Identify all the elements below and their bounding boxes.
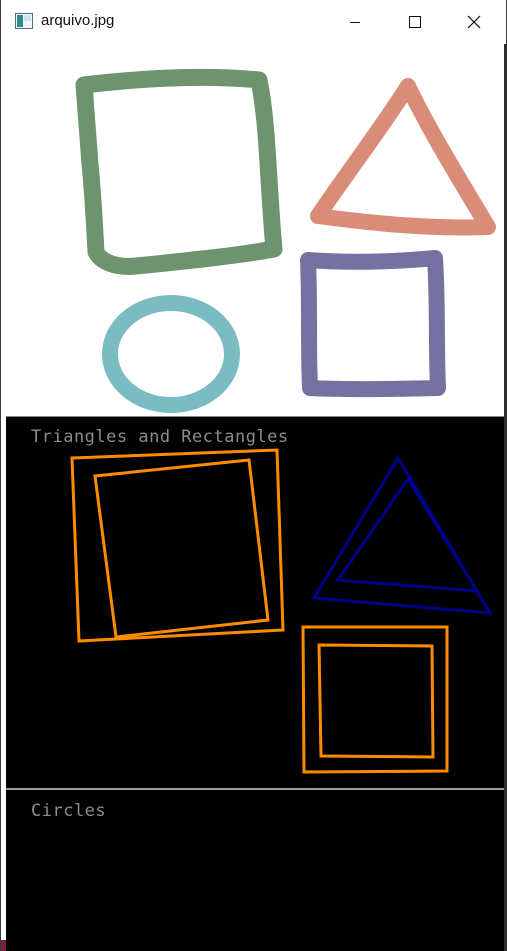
triangles-rectangles-panel: Triangles and Rectangles — [6, 416, 504, 790]
purple-square-shape — [300, 250, 446, 398]
teal-circle-shape — [102, 295, 240, 413]
maximize-icon — [409, 16, 421, 28]
title-bar[interactable]: arquivo.jpg — [1, 0, 506, 44]
green-square-shape — [75, 68, 283, 275]
window-title: arquivo.jpg — [41, 12, 115, 29]
minimize-icon — [350, 22, 360, 23]
square-outline-inner — [317, 643, 435, 759]
circles-label: Circles — [31, 801, 107, 821]
minimize-button[interactable] — [332, 0, 378, 44]
background-window-edge — [504, 44, 507, 951]
taskbar-fragment — [1, 940, 6, 951]
salmon-triangle-shape — [310, 78, 496, 236]
maximize-button[interactable] — [392, 0, 438, 44]
rectangle-outline-outer — [70, 448, 285, 643]
circles-panel: Circles — [6, 790, 504, 951]
triangles-rectangles-label: Triangles and Rectangles — [31, 427, 289, 447]
triangle-outline-inner — [335, 476, 480, 593]
detected-shapes-drawing — [70, 448, 493, 774]
original-image-panel — [6, 44, 504, 416]
square-outline-outer — [301, 625, 449, 774]
image-file-icon — [15, 13, 33, 29]
rectangle-outline-inner — [93, 458, 270, 639]
close-icon — [467, 15, 481, 29]
original-drawing — [75, 68, 496, 413]
close-button[interactable] — [451, 0, 497, 44]
